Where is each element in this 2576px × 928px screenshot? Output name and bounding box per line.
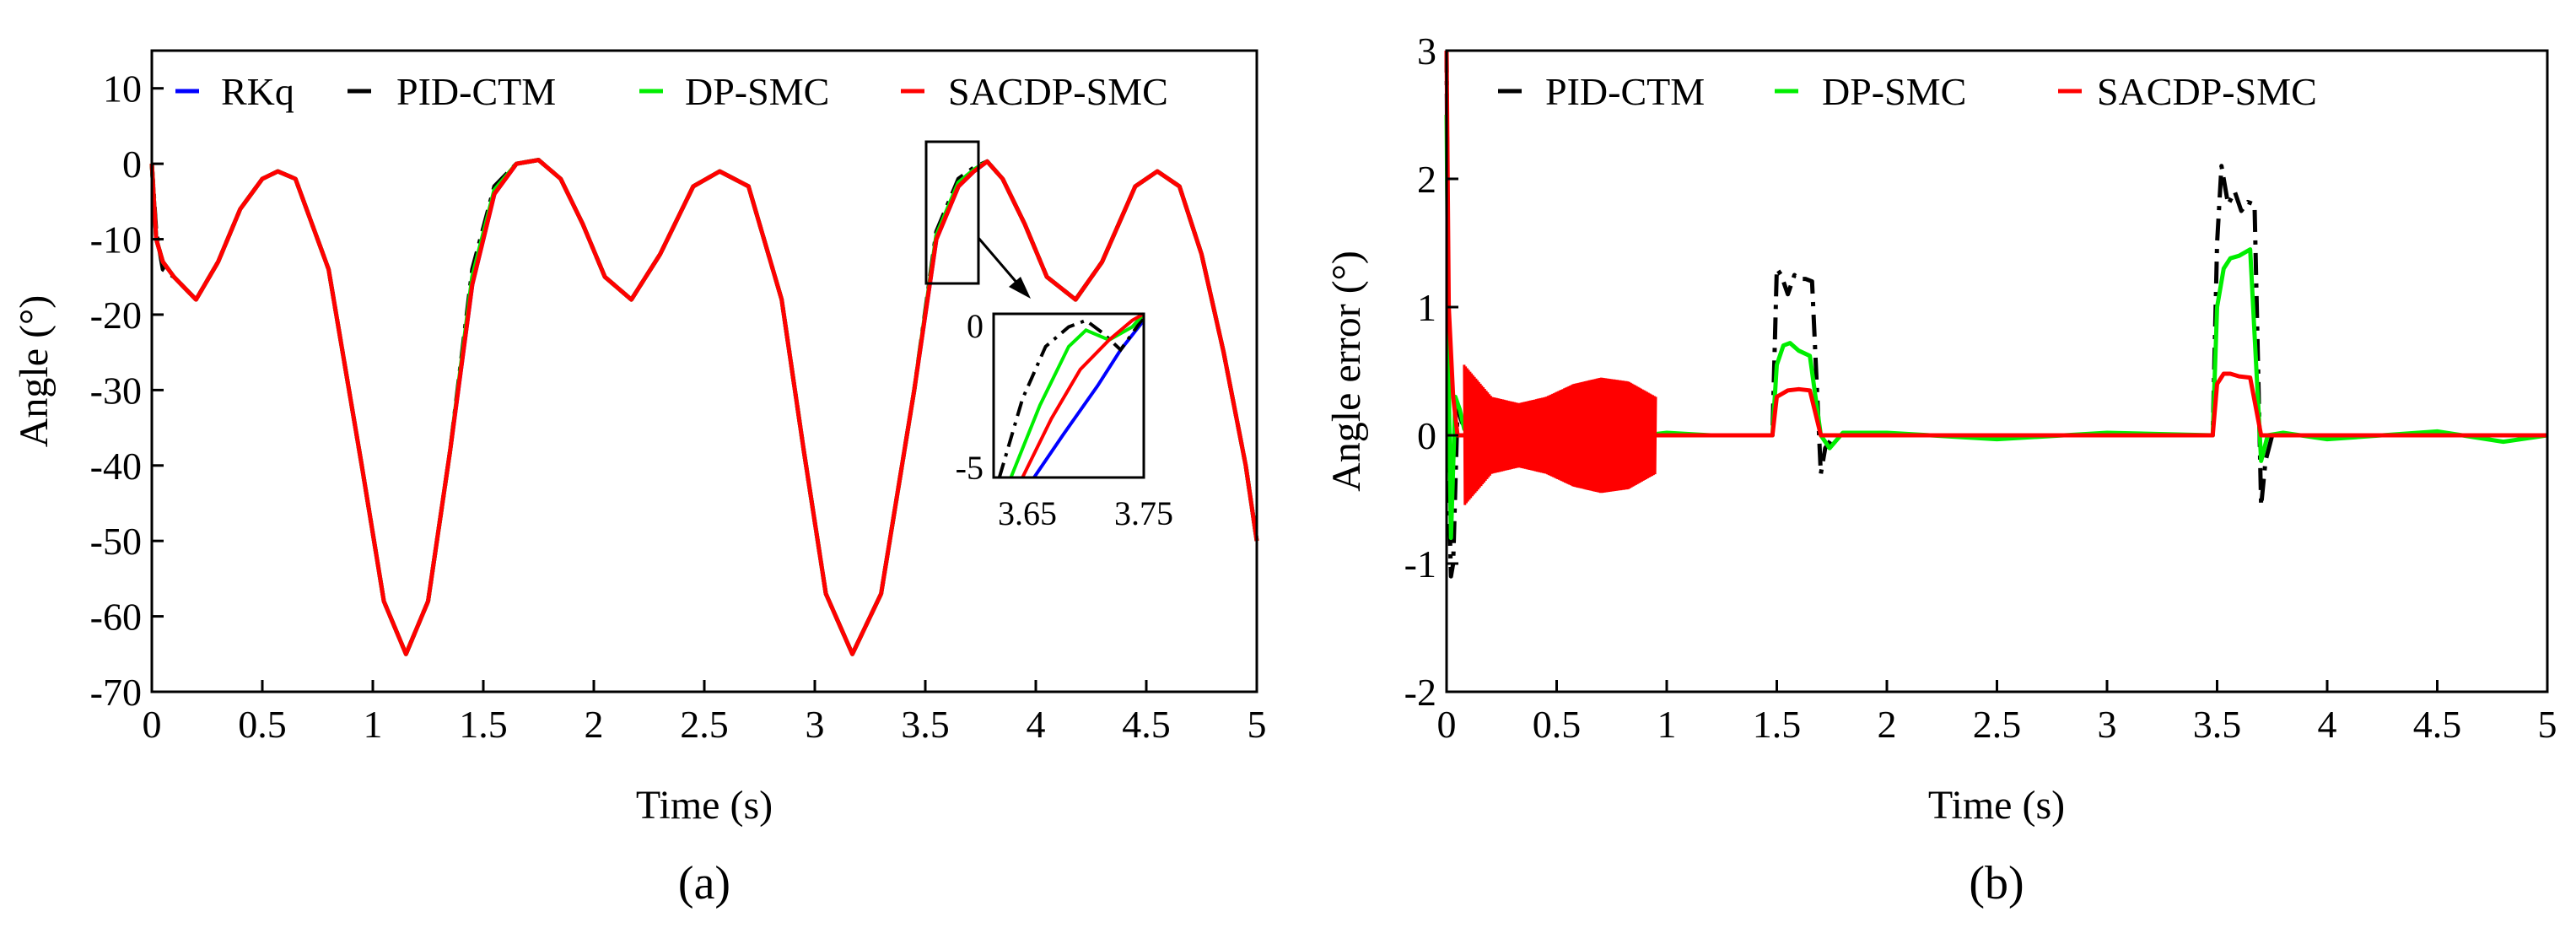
panel-a-xtick-label-9: 4.5 <box>1122 703 1171 746</box>
panel-a-series-sacdp-smc <box>149 158 1259 656</box>
legend-b-label-dp-smc: DP-SMC <box>1822 70 1966 113</box>
panel-a-y-ticks: 10 0 -10 -20 -30 -40 -50 -60 -70 <box>90 67 164 714</box>
inset-background <box>994 314 1144 477</box>
inset-series-sacdp-smc <box>1021 312 1145 478</box>
panel-b-y-axis-title: Angle error (°) <box>1324 251 1369 492</box>
inset-xtick-label-3-75: 3.75 <box>1114 494 1173 532</box>
panel-b-series-sacdp-smc-oscillation <box>1463 364 1657 505</box>
panel-b-legend: PID-CTM DP-SMC SACDP-SMC <box>1498 70 2317 113</box>
panel-b-xtick-label-3: 1.5 <box>1753 703 1802 746</box>
panel-b-ytick-label-4: -1 <box>1404 542 1436 585</box>
panel-a-x-axis-title: Time (s) <box>636 783 773 828</box>
panel-b-x-ticks: 0 0.5 1 1.5 2 2.5 3 3.5 4 4.5 5 <box>1437 680 2557 746</box>
panel-b-ytick-label-3: 0 <box>1417 414 1436 457</box>
panel-a-xtick-label-6: 3 <box>806 703 825 746</box>
panel-b-x-axis-title: Time (s) <box>1928 783 2065 828</box>
panel-b-ytick-label-1: 2 <box>1417 158 1436 201</box>
inset-series-dp-smc <box>1009 312 1145 478</box>
panel-a: 0 0.5 1 1.5 2 2.5 3 3.5 4 4.5 5 100-10-20-30-40-50… <box>12 49 1267 909</box>
panel-b-plot-frame <box>1445 49 2549 693</box>
panel-b-xtick-label-7: 3.5 <box>2193 703 2242 746</box>
panel-a-xtick-label-10: 5 <box>1248 703 1267 746</box>
panel-b-xtick-label-1: 0.5 <box>1533 703 1582 746</box>
panel-a-legend: RKq PID-CTM DP-SMC SACDP-SMC <box>175 70 1168 113</box>
panel-a-ytick-label-7: -60 <box>90 596 142 639</box>
panel-b-series-group <box>1444 50 2548 579</box>
panel-b-xtick-label-4: 2 <box>1878 703 1897 746</box>
inset-frame <box>992 312 1145 479</box>
panel-b-xtick-label-5: 2.5 <box>1973 703 2022 746</box>
panel-a-series-group <box>149 158 1259 656</box>
panel-a-ytick-label-4: -30 <box>90 369 142 412</box>
panel-a-ytick-label-3: -20 <box>90 294 142 337</box>
panel-a-zoom-box <box>924 140 980 285</box>
inset-series-pid-ctm <box>997 316 1145 478</box>
legend-a-label-pid-ctm: PID-CTM <box>396 70 556 113</box>
panel-a-xtick-label-3: 1.5 <box>459 703 508 746</box>
panel-a-inset: 0 -5 3.65 3.75 <box>956 307 1173 532</box>
panel-b-y-ticks: 3 2 1 0 -1 -2 <box>1404 30 1458 714</box>
panel-a-xtick-label-5: 2.5 <box>680 703 729 746</box>
panel-b-xtick-label-10: 5 <box>2538 703 2557 746</box>
panel-b-xtick-label-2: 1 <box>1657 703 1677 746</box>
legend-b-label-sacdp-smc: SACDP-SMC <box>2097 70 2317 113</box>
inset-xtick-label-3-65: 3.65 <box>998 494 1057 532</box>
panel-b-ytick-label-5: -2 <box>1404 671 1436 714</box>
panel-a-ytick-label-1: 0 <box>122 143 142 186</box>
panel-b-series-pid-ctm <box>1444 50 2547 579</box>
inset-ytick-label-minus5: -5 <box>956 449 984 487</box>
panel-a-xtick-label-2: 1 <box>364 703 383 746</box>
panel-a-xtick-label-4: 2 <box>585 703 604 746</box>
panel-a-xtick-label-1: 0.5 <box>238 703 287 746</box>
panel-b-ytick-label-2: 1 <box>1417 286 1436 329</box>
panel-a-zoom-arrow <box>977 237 1021 286</box>
panel-b-xtick-label-6: 3 <box>2098 703 2117 746</box>
legend-a-label-sacdp-smc: SACDP-SMC <box>948 70 1168 113</box>
panel-b-caption: (b) <box>1969 857 2024 909</box>
panel-a-ytick-label-5: -40 <box>90 445 142 488</box>
panel-a-y-axis-title: Angle (°) <box>12 295 57 447</box>
panel-a-x-ticks: 0 0.5 1 1.5 2 2.5 3 3.5 4 4.5 5 <box>143 680 1267 746</box>
legend-a-label-dp-smc: DP-SMC <box>685 70 829 113</box>
panel-a-xtick-label-8: 4 <box>1027 703 1046 746</box>
panel-b-xtick-label-9: 4.5 <box>2413 703 2462 746</box>
panel-a-zoom-arrowhead <box>1009 277 1031 299</box>
panel-a-ytick-label-2: -10 <box>90 219 142 262</box>
panel-b-xtick-label-8: 4 <box>2318 703 2337 746</box>
panel-a-ytick-label-0: 10 <box>103 67 142 111</box>
panel-a-xtick-label-0: 0 <box>143 703 162 746</box>
legend-b-label-pid-ctm: PID-CTM <box>1545 70 1705 113</box>
panel-b-xtick-label-0: 0 <box>1437 703 1457 746</box>
panel-b-ytick-label-0: 3 <box>1417 30 1436 73</box>
inset-series-rkq <box>1032 319 1145 479</box>
panel-a-ytick-label-8: -70 <box>90 671 142 714</box>
inset-series-group <box>997 312 1145 479</box>
legend-a-label-rkq: RKq <box>221 70 294 113</box>
panel-a-xtick-label-7: 3.5 <box>901 703 950 746</box>
panel-a-ytick-label-6: -50 <box>90 520 142 563</box>
panel-a-caption: (a) <box>678 857 730 909</box>
inset-ytick-label-0: 0 <box>967 307 984 345</box>
